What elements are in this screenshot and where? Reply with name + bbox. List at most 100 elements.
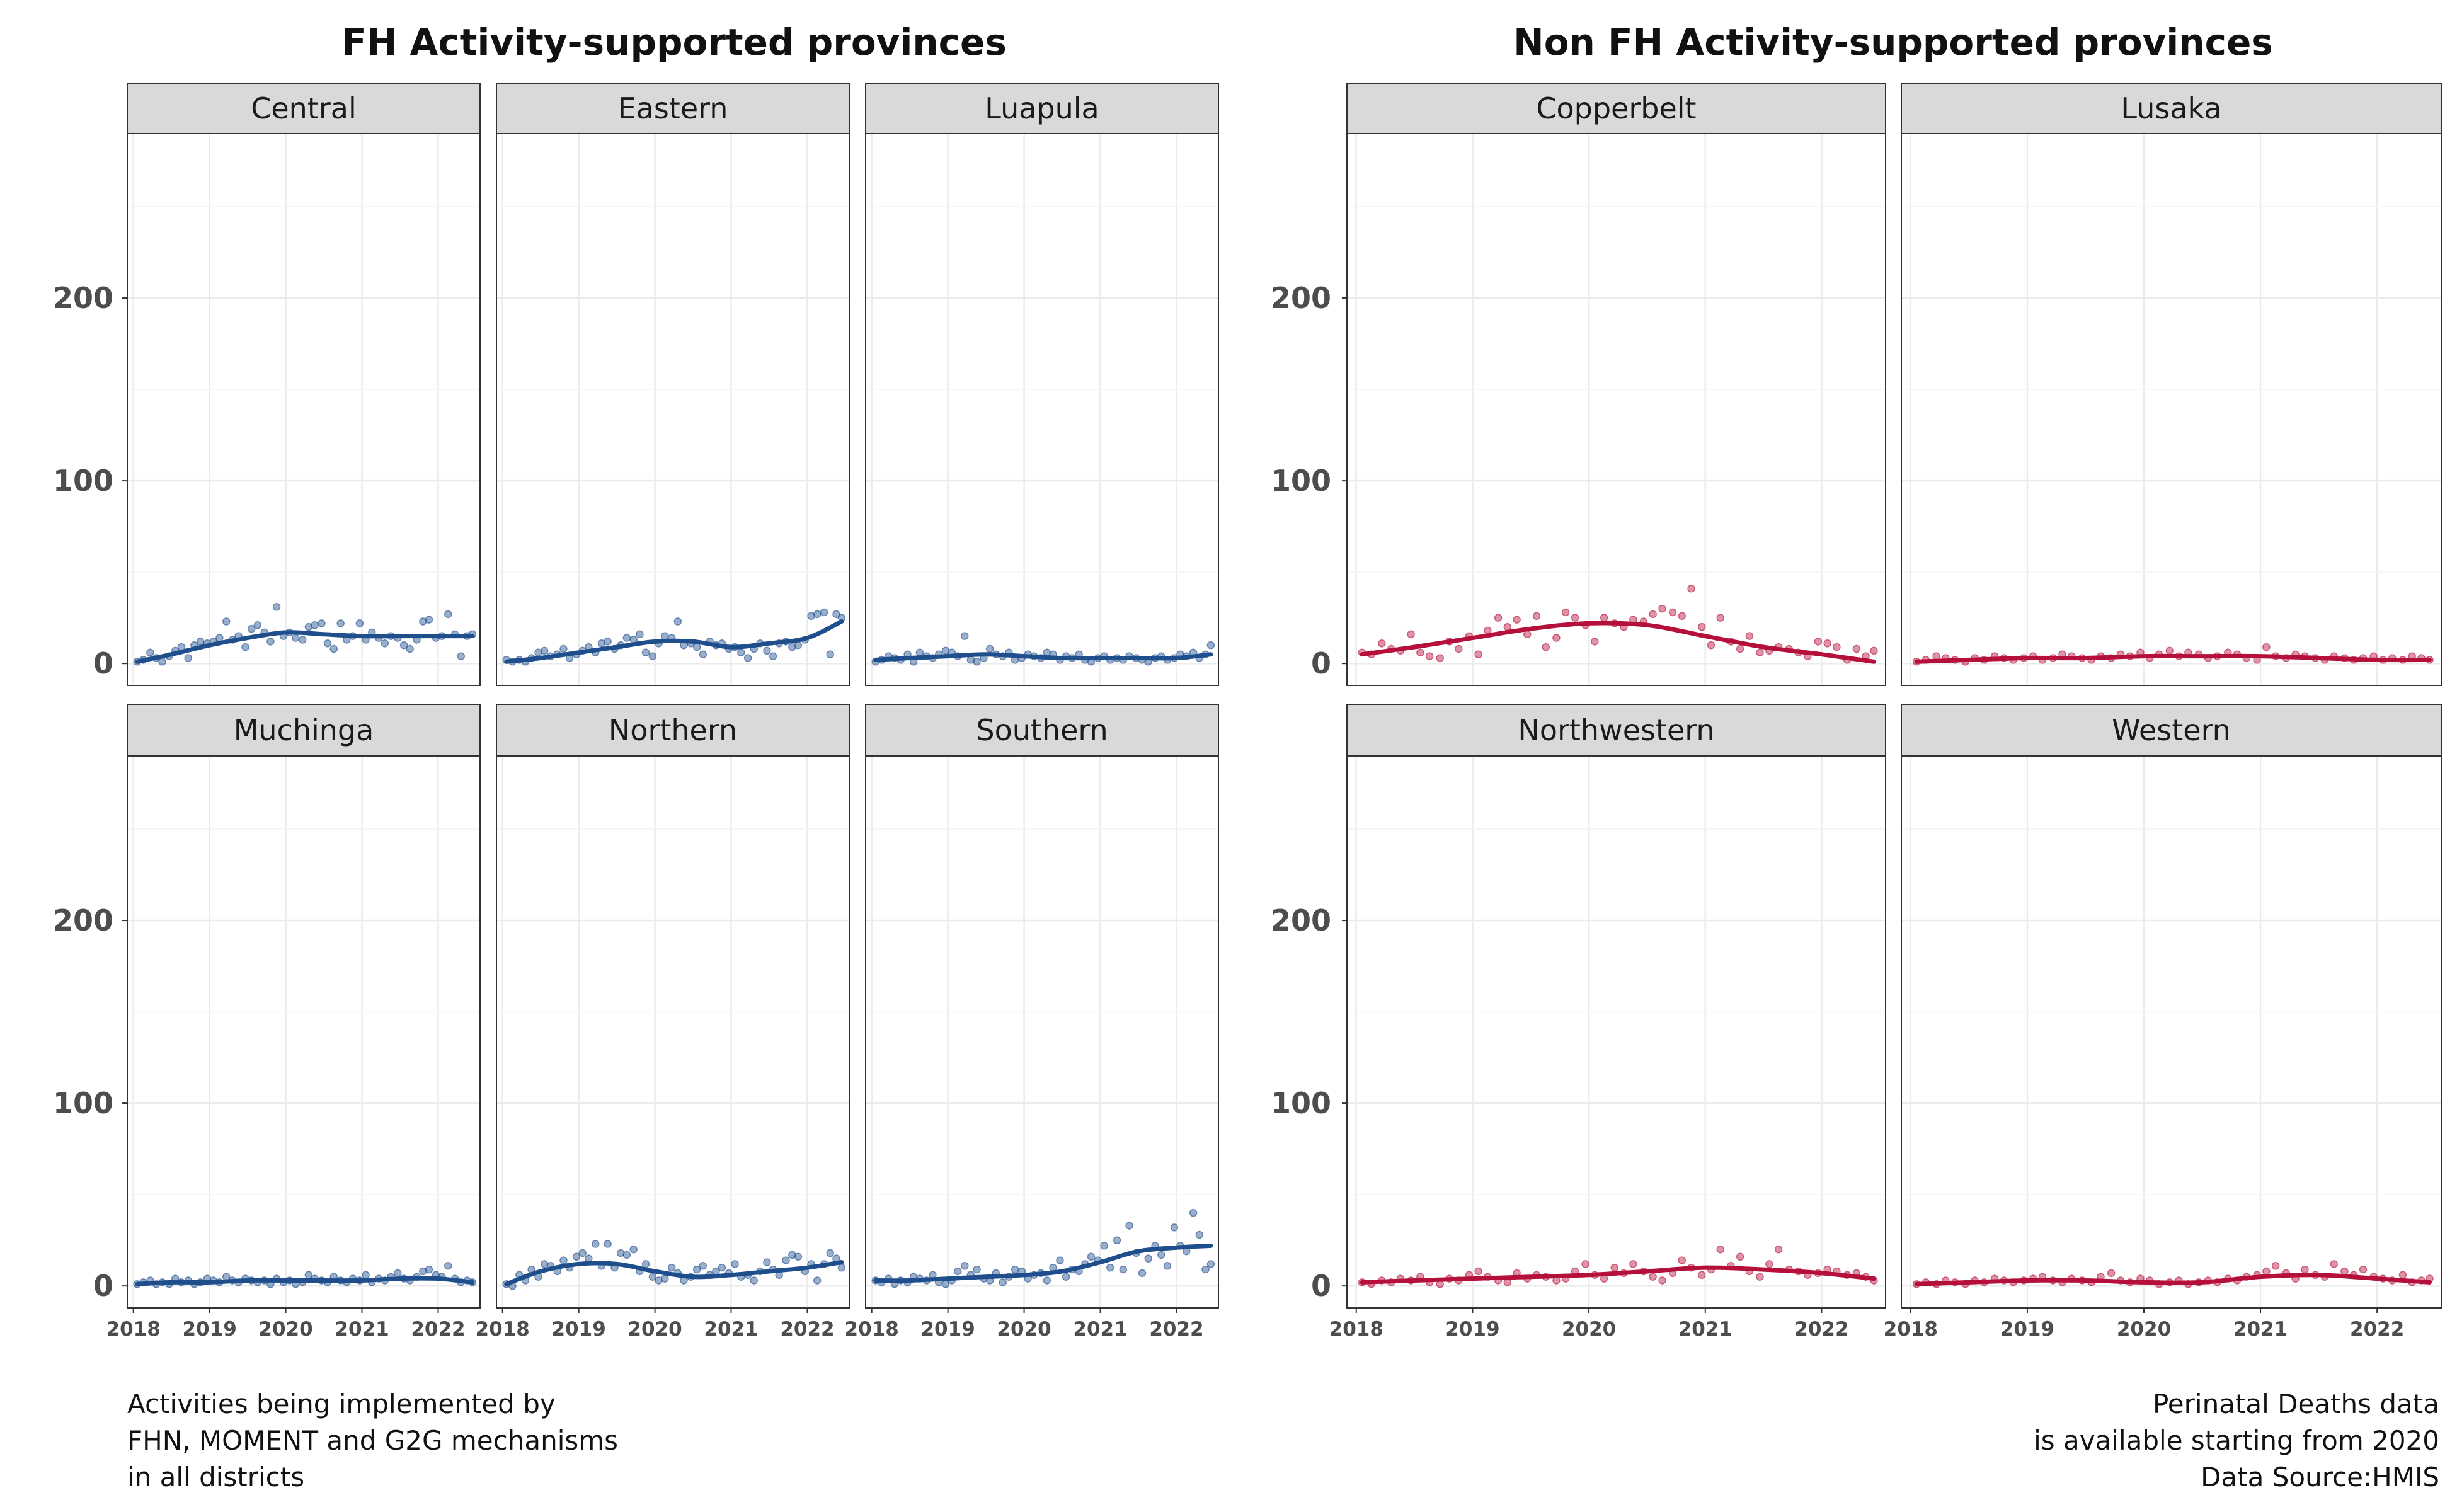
y-tick-label-northwestern-0: 0	[1311, 1269, 1331, 1303]
panel-border-northwestern	[1346, 755, 1886, 1309]
point-eastern-49	[813, 610, 822, 619]
facet-label-southern: Southern	[976, 713, 1108, 747]
point-northern-31	[699, 1262, 707, 1270]
point-central-19	[253, 621, 262, 629]
point-eastern-21	[636, 630, 644, 639]
point-eastern-41	[763, 646, 771, 655]
caption-left-line-3: in all districts	[127, 1462, 305, 1492]
x-tick-label-northwestern-2022: 2022	[1794, 1318, 1848, 1341]
caption-right: Perinatal Deaths data is available start…	[2034, 1386, 2439, 1496]
point-northern-51	[826, 1249, 835, 1257]
point-central-4	[158, 658, 166, 666]
x-tick-label-southern-2018: 2018	[845, 1318, 899, 1341]
point-southern-14	[960, 1262, 969, 1270]
point-northwestern-43	[1774, 1245, 1783, 1254]
point-western-20	[2107, 1269, 2116, 1278]
point-southern-40	[1125, 1222, 1133, 1230]
point-copperbelt-16	[1513, 616, 1521, 624]
facet-strip-eastern	[496, 83, 850, 134]
trend-line-northwestern	[1360, 1265, 1877, 1285]
point-northern-19	[622, 1251, 631, 1259]
point-northwestern-31	[1658, 1276, 1666, 1285]
y-tick-label-copperbelt-0: 0	[1311, 646, 1331, 680]
y-tick-label-central-200: 200	[53, 281, 113, 315]
caption-left-line-1: Activities being implemented by	[127, 1389, 556, 1419]
x-tick-label-western-2020: 2020	[2117, 1318, 2171, 1341]
point-copperbelt-24	[1591, 638, 1599, 646]
caption-right-line-3: Data Source:HMIS	[2201, 1462, 2439, 1492]
point-southern-51	[1195, 1230, 1204, 1239]
x-tick-label-southern-2020: 2020	[997, 1318, 1051, 1341]
facet-label-northern: Northern	[609, 713, 737, 747]
point-central-29	[318, 619, 326, 627]
trend-line-lusaka	[1914, 653, 2432, 664]
point-southern-20	[999, 1278, 1007, 1286]
point-northwestern-41	[1756, 1273, 1764, 1281]
point-copperbelt-5	[1407, 630, 1415, 639]
y-tick-label-central-100: 100	[53, 464, 113, 498]
trend-line-western	[1914, 1273, 2432, 1286]
facet-label-copperbelt: Copperbelt	[1536, 91, 1696, 125]
panel-border-lusaka	[1901, 133, 2442, 686]
trend-line-muchinga	[135, 1276, 475, 1286]
point-copperbelt-33	[1678, 612, 1687, 621]
panel-bg-northern	[496, 756, 849, 1308]
point-copperbelt-19	[1542, 643, 1550, 651]
point-central-8	[184, 654, 193, 662]
point-southern-27	[1043, 1276, 1051, 1285]
point-northwestern-26	[1610, 1263, 1618, 1272]
point-copperbelt-14	[1494, 614, 1503, 622]
point-central-26	[298, 636, 307, 644]
point-central-49	[444, 610, 452, 619]
point-central-30	[323, 639, 332, 648]
y-tick-label-copperbelt-200: 200	[1271, 281, 1331, 315]
point-copperbelt-41	[1756, 648, 1764, 657]
facet-strip-northern	[496, 704, 850, 757]
point-muchinga-46	[425, 1265, 433, 1274]
point-northern-20	[629, 1245, 638, 1254]
trend-line-eastern	[504, 619, 844, 664]
point-northern-14	[591, 1240, 600, 1248]
point-luapula-16	[973, 658, 981, 666]
y-tick-label-copperbelt-100: 100	[1271, 464, 1331, 498]
point-central-10	[196, 638, 205, 646]
point-northwestern-28	[1629, 1260, 1637, 1268]
point-lusaka-36	[2262, 643, 2271, 651]
x-tick-label-northwestern-2021: 2021	[1678, 1318, 1732, 1341]
point-copperbelt-25	[1600, 614, 1608, 622]
point-western-50	[2398, 1271, 2407, 1280]
point-southern-38	[1113, 1236, 1121, 1244]
facet-label-central: Central	[251, 91, 357, 125]
point-southern-36	[1100, 1242, 1108, 1250]
caption-right-line-1: Perinatal Deaths data	[2152, 1389, 2439, 1419]
point-copperbelt-31	[1658, 604, 1666, 613]
x-tick-label-northern-2020: 2020	[627, 1318, 682, 1341]
point-eastern-23	[648, 652, 657, 660]
panel-bg-northwestern	[1347, 756, 1886, 1308]
point-western-43	[2330, 1260, 2338, 1268]
point-copperbelt-53	[1870, 646, 1878, 655]
point-central-2	[146, 648, 154, 657]
facet-strip-southern	[865, 704, 1219, 757]
panel-bg-copperbelt	[1347, 134, 1886, 685]
point-central-14	[222, 617, 231, 626]
point-eastern-31	[699, 650, 707, 658]
point-luapula-14	[960, 632, 969, 640]
point-southern-13	[954, 1267, 962, 1276]
point-northern-12	[578, 1249, 587, 1257]
point-copperbelt-37	[1716, 614, 1725, 622]
x-tick-label-southern-2019: 2019	[920, 1318, 975, 1341]
point-western-37	[2271, 1262, 2280, 1270]
point-northwestern-39	[1736, 1252, 1744, 1261]
point-copperbelt-22	[1571, 614, 1579, 622]
x-tick-label-western-2019: 2019	[2000, 1318, 2054, 1341]
facet-strip-luapula	[865, 83, 1219, 134]
y-tick-label-northwestern-100: 100	[1271, 1086, 1331, 1120]
point-lusaka-2	[1932, 652, 1940, 660]
point-northern-22	[641, 1260, 650, 1268]
facet-label-luapula: Luapula	[985, 91, 1099, 125]
point-southern-53	[1206, 1260, 1215, 1268]
point-copperbelt-8	[1436, 654, 1444, 662]
point-southern-37	[1106, 1263, 1114, 1272]
